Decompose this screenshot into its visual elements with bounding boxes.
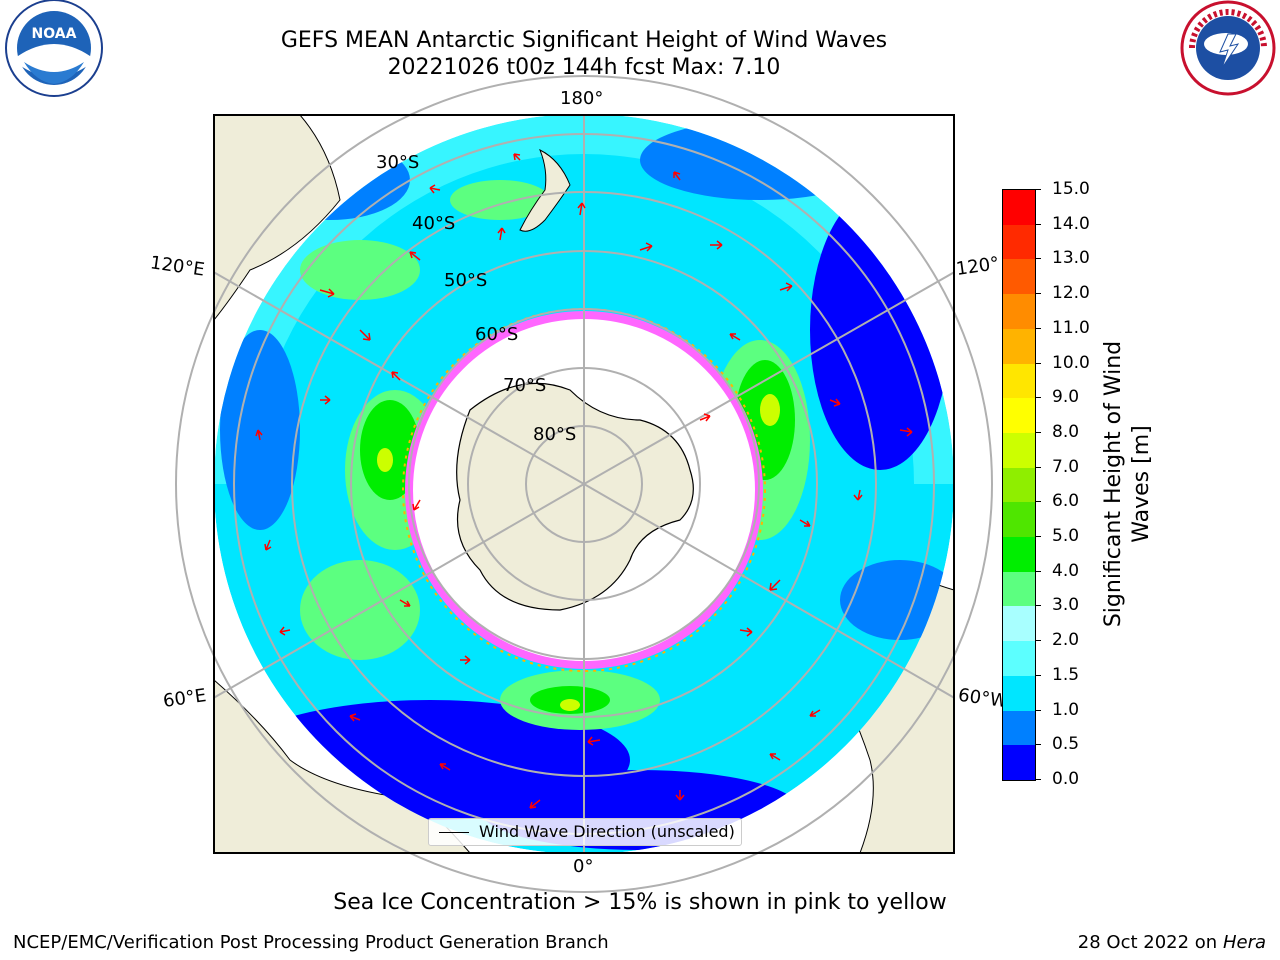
colorbar-tick-mark [1035,189,1041,190]
colorbar-tick-label: 1.5 [1052,664,1080,685]
lon-label-0: 0° [573,856,594,877]
colorbar-label: Significant Height of Wind Waves [m] [1101,340,1154,628]
colorbar-tick-mark [1035,327,1041,329]
colorbar-tick-label: 14.0 [1052,213,1090,234]
colorbar-segment [1003,606,1035,642]
colorbar-tick-mark [1035,431,1041,433]
colorbar-tick-label: 7.0 [1052,456,1080,477]
legend-line-icon [439,832,469,833]
colorbar-tick-label: 3.0 [1052,595,1080,616]
footer-machine: Hera [1222,932,1266,953]
colorbar-tick-mark [1035,640,1041,642]
colorbar-tick-label: 8.0 [1052,421,1080,442]
colorbar-segment [1003,190,1035,225]
colorbar-segment [1003,745,1035,780]
colorbar-segment [1003,537,1035,572]
colorbar-tick-mark [1035,501,1041,503]
colorbar-segment [1003,502,1035,538]
colorbar-segment [1003,710,1035,746]
colorbar-segment [1003,571,1035,607]
map-legend: Wind Wave Direction (unscaled) [428,818,742,846]
colorbar-tick-mark [1035,536,1041,538]
wind-wave-arrows [255,153,913,809]
colorbar-tick-mark [1035,397,1041,399]
colorbar-tick-mark [1035,605,1041,607]
colorbar-tick-label: 1.0 [1052,699,1080,720]
colorbar-segment [1003,363,1035,399]
legend-label: Wind Wave Direction (unscaled) [479,822,735,841]
colorbar-tick-label: 0.0 [1052,769,1080,789]
colorbar-segment [1003,675,1035,711]
footer-left: NCEP/EMC/Verification Post Processing Pr… [13,932,609,953]
colorbar-tick-label: 12.0 [1052,283,1090,304]
colorbar-segment [1003,328,1035,364]
sea-ice-note: Sea Ice Concentration > 15% is shown in … [333,890,947,915]
map-title: GEFS MEAN Antarctic Significant Height o… [280,28,888,53]
colorbar-tick-mark [1035,674,1041,676]
colorbar-tick-label: 0.5 [1052,734,1080,755]
colorbar-tick-label: 6.0 [1052,491,1080,512]
colorbar-tick-mark [1035,570,1041,572]
colorbar-segment [1003,398,1035,433]
lon-label-180: 180° [560,88,604,109]
lat-label-60s: 60°S [475,324,519,345]
colorbar-tick-mark [1035,293,1041,295]
colorbar-tick-mark [1035,466,1041,468]
colorbar-tick-mark [1035,709,1041,711]
footer-date: 28 Oct 2022 on [1077,932,1223,953]
colorbar-segment [1003,294,1035,329]
lat-label-70s: 70°S [503,375,547,396]
colorbar-tick-label: 2.0 [1052,630,1080,651]
colorbar-tick-mark [1035,362,1041,364]
colorbar-tick-mark [1035,258,1041,260]
colorbar-segment [1003,432,1035,468]
nws-logo [1180,0,1276,96]
colorbar-segment [1003,259,1035,295]
colorbar-segment [1003,224,1035,260]
footer-right: 28 Oct 2022 on Hera [1078,932,1266,953]
colorbar-segment [1003,641,1035,676]
colorbar [1002,189,1036,781]
colorbar-tick-label: 5.0 [1052,526,1080,547]
colorbar-tick-label: 13.0 [1052,248,1090,269]
colorbar-tick-label: 4.0 [1052,560,1080,581]
colorbar-tick-label: 10.0 [1052,352,1090,373]
colorbar-tick-mark [1035,744,1041,746]
colorbar-tick-label: 9.0 [1052,387,1080,408]
colorbar-tick-label: 15.0 [1052,179,1090,199]
lat-label-40s: 40°S [412,213,456,234]
noaa-logo-text: NOAA [32,26,77,42]
lat-label-30s: 30°S [376,152,420,173]
lat-label-80s: 80°S [533,424,577,445]
lat-label-50s: 50°S [444,270,488,291]
colorbar-segment [1003,467,1035,503]
noaa-logo: NOAA [5,0,103,97]
colorbar-tick-mark [1035,779,1041,780]
colorbar-tick-label: 11.0 [1052,317,1090,338]
colorbar-tick-mark [1035,223,1041,225]
